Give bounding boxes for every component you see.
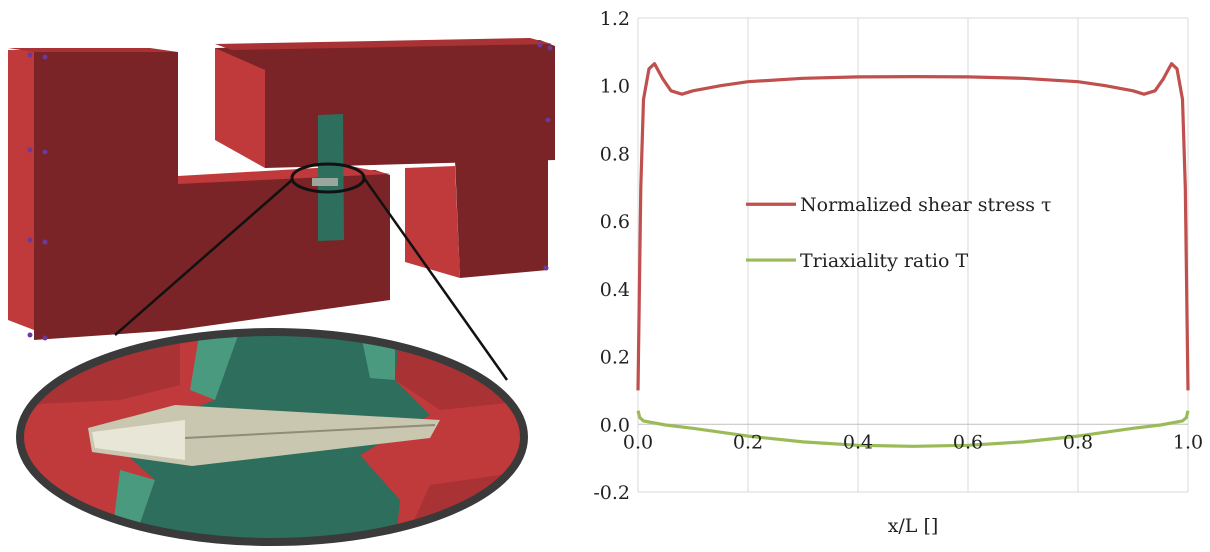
y-tick-label: 0.8 (600, 143, 630, 165)
x-tick-label: 0.2 (733, 431, 763, 453)
specimen-strip (312, 114, 344, 241)
legend-label-shear: Normalized shear stress τ (800, 194, 1052, 216)
series (636, 62, 1190, 448)
legend-label-triaxiality: Triaxiality ratio T (800, 250, 968, 272)
x-tick-label: 1.0 (1173, 431, 1203, 453)
fe-model-illustration (8, 38, 555, 546)
x-tick-label: 0.6 (953, 431, 983, 453)
x-axis-label: x/L [] (888, 515, 939, 537)
legend: Normalized shear stress τ Triaxiality ra… (746, 194, 1052, 272)
y-tick-label: 0.2 (600, 347, 630, 369)
left-block (8, 48, 178, 340)
tick-labels: 0.0 0.2 0.4 0.6 0.8 1.0 -0.2 0.0 0.2 0.4 0.6 0.8 1.0… (593, 8, 1203, 504)
right-leg-block (405, 158, 548, 278)
x-tick-label: 0.0 (623, 431, 653, 453)
boundary-markers (27, 42, 553, 341)
upper-right-block (215, 38, 555, 168)
y-tick-label: 1.2 (600, 8, 630, 30)
y-tick-label: 0.6 (600, 211, 630, 233)
line-chart: 0.0 0.2 0.4 0.6 0.8 1.0 -0.2 0.0 0.2 0.4 0.6 0.8 1.0… (593, 8, 1203, 537)
x-tick-label: 0.4 (843, 431, 873, 453)
y-tick-label: 0.0 (600, 414, 630, 436)
series-line-1 (636, 410, 1190, 448)
x-tick-label: 0.8 (1063, 431, 1093, 453)
y-tick-label: 1.0 (600, 76, 630, 98)
series-line-0 (636, 62, 1190, 391)
y-tick-label: -0.2 (593, 482, 630, 504)
lower-middle-block (178, 166, 390, 330)
y-tick-label: 0.4 (600, 279, 630, 301)
